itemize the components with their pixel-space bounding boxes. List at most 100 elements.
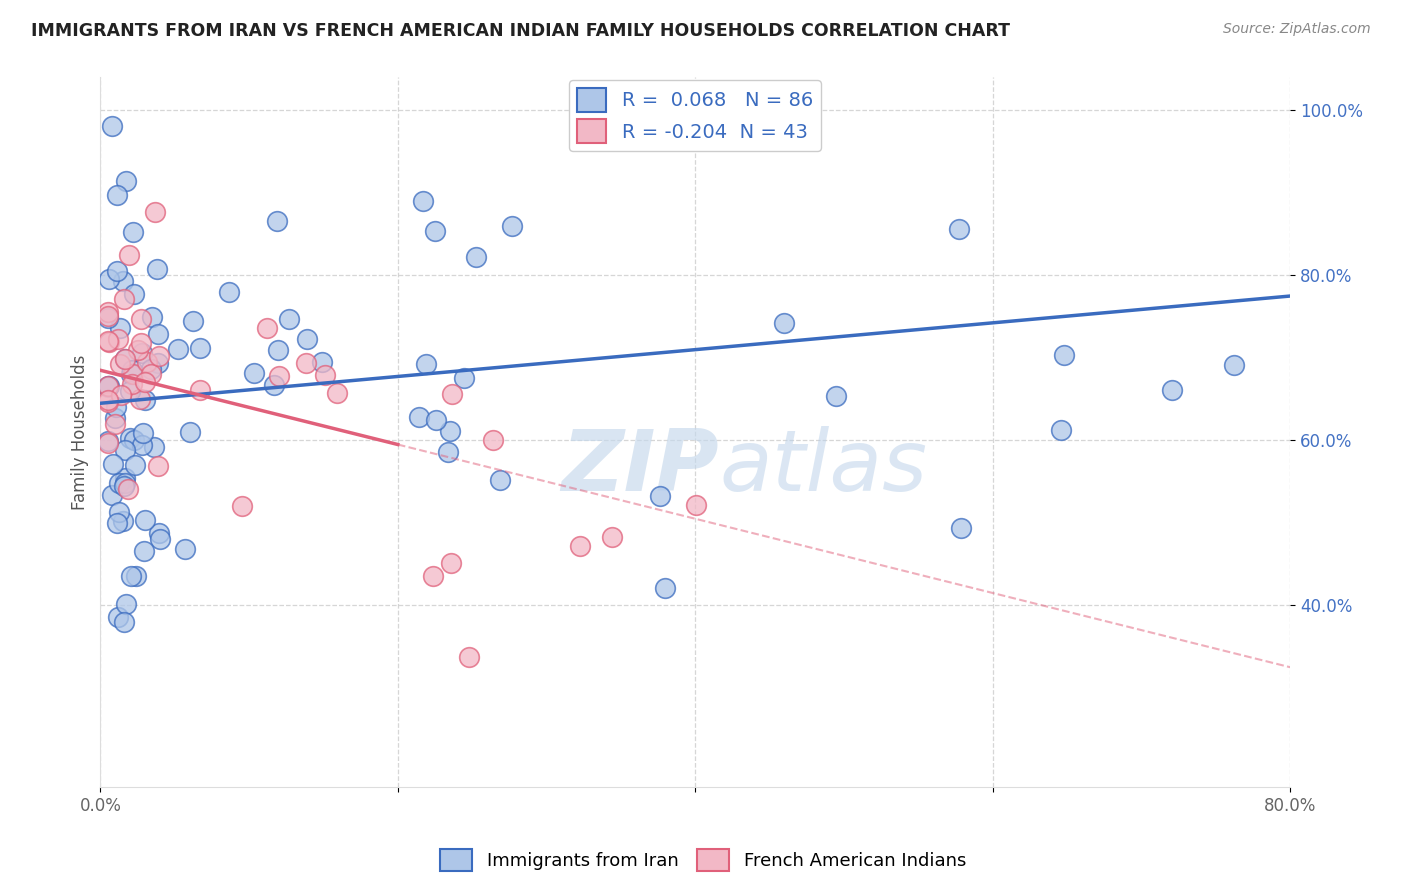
Point: [146, 327, 169, 342]
Point: [97, 378, 120, 392]
Point: [118, 247, 141, 261]
Point: [437, 445, 460, 459]
Point: [127, 343, 149, 357]
Point: [143, 205, 166, 219]
Point: [97, 434, 120, 448]
Point: [120, 368, 142, 382]
Point: [148, 349, 170, 363]
Point: [453, 370, 475, 384]
Point: [107, 609, 129, 624]
Point: [141, 362, 163, 376]
Point: [149, 532, 172, 546]
Point: [1050, 423, 1073, 437]
Point: [440, 387, 463, 401]
Point: [107, 332, 129, 346]
Point: [97, 378, 120, 392]
Point: [121, 377, 143, 392]
Point: [134, 393, 156, 408]
Point: [148, 526, 170, 541]
Point: [134, 513, 156, 527]
Point: [112, 478, 135, 492]
Point: [188, 383, 211, 397]
Point: [772, 316, 794, 330]
Point: [314, 368, 336, 382]
Point: [114, 352, 136, 367]
Point: [131, 425, 153, 440]
Point: [295, 332, 318, 346]
Point: [422, 569, 444, 583]
Point: [439, 425, 461, 439]
Point: [122, 433, 145, 447]
Point: [325, 385, 347, 400]
Point: [440, 556, 463, 570]
Point: [121, 367, 143, 381]
Point: [269, 368, 291, 383]
Point: [412, 194, 434, 208]
Point: [278, 311, 301, 326]
Point: [218, 285, 240, 300]
Point: [465, 250, 488, 264]
Point: [134, 375, 156, 389]
Point: [110, 387, 132, 401]
Point: [112, 615, 135, 629]
Point: [295, 356, 318, 370]
Point: [142, 440, 165, 454]
Point: [415, 357, 437, 371]
Point: [125, 569, 148, 583]
Point: [111, 274, 134, 288]
Point: [425, 413, 447, 427]
Point: [105, 516, 128, 530]
Point: [97, 334, 120, 348]
Point: [132, 543, 155, 558]
Point: [128, 392, 150, 406]
Point: [104, 417, 127, 432]
Point: [97, 310, 120, 325]
Point: [114, 476, 136, 491]
Point: [101, 488, 124, 502]
Point: [97, 380, 120, 394]
Point: [97, 435, 120, 450]
Point: [685, 498, 707, 512]
Point: [97, 305, 120, 319]
Point: [266, 343, 288, 358]
Point: [188, 341, 211, 355]
Point: [654, 581, 676, 595]
Point: [122, 225, 145, 239]
Point: [179, 425, 201, 439]
Point: [949, 521, 972, 535]
Point: [131, 346, 153, 360]
Point: [114, 597, 136, 611]
Point: [482, 433, 505, 447]
Point: [97, 395, 120, 409]
Point: [114, 443, 136, 458]
Point: [1161, 383, 1184, 397]
Text: Source: ZipAtlas.com: Source: ZipAtlas.com: [1223, 22, 1371, 37]
Point: [139, 367, 162, 381]
Point: [114, 351, 136, 366]
Point: [423, 224, 446, 238]
Point: [1223, 358, 1246, 372]
Point: [111, 514, 134, 528]
Point: [256, 320, 278, 334]
Point: [650, 489, 672, 503]
Point: [131, 312, 153, 326]
Point: [118, 384, 141, 399]
Point: [1053, 348, 1076, 362]
Point: [104, 401, 127, 415]
Point: [136, 355, 159, 369]
Point: [98, 378, 121, 392]
Point: [569, 539, 592, 553]
Point: [458, 649, 481, 664]
Point: [103, 457, 125, 471]
Point: [117, 482, 139, 496]
Point: [108, 505, 131, 519]
Point: [104, 411, 127, 425]
Point: [129, 336, 152, 351]
Point: [311, 355, 333, 369]
Point: [824, 389, 846, 403]
Point: [108, 357, 131, 371]
Point: [146, 458, 169, 473]
Legend: Immigrants from Iran, French American Indians: Immigrants from Iran, French American In…: [433, 842, 973, 879]
Text: atlas: atlas: [718, 426, 927, 509]
Point: [105, 187, 128, 202]
